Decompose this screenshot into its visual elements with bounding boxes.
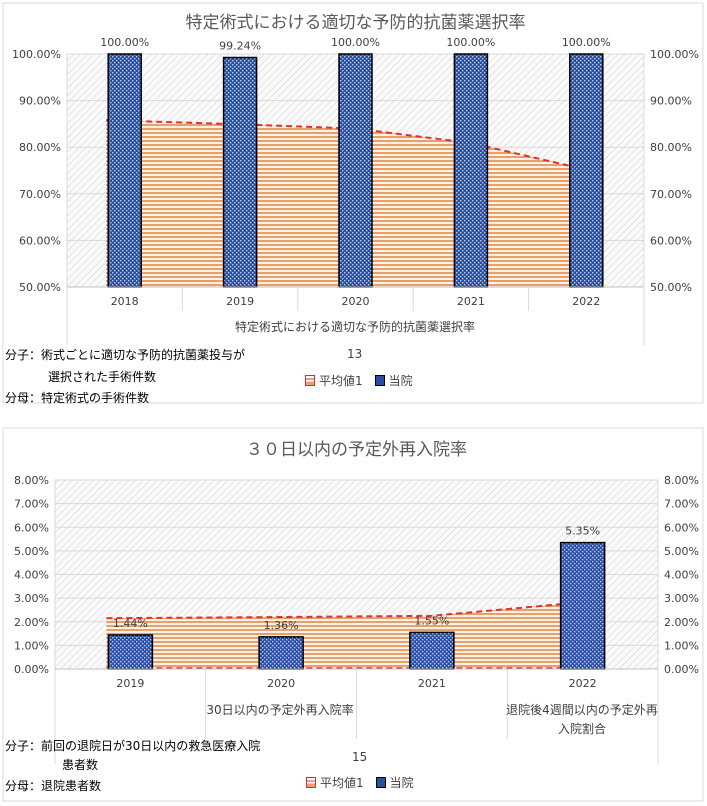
y-tick-right: 3.00% <box>664 592 699 605</box>
x-tick: 2022 <box>569 677 597 690</box>
y-tick-right: 1.00% <box>664 639 699 652</box>
antibiotic-chart: 特定術式における適切な予防的抗菌薬選択率 50.00% 50.00% 60.00% 60… <box>2 2 704 404</box>
y-tick-right: 4.00% <box>664 569 699 582</box>
chart-panel-antibiotic: 特定術式における適切な予防的抗菌薬選択率 50.00% 50.00% 60.00% 60… <box>2 2 704 405</box>
data-label: 1.44% <box>113 617 148 630</box>
x-tick: 2019 <box>116 677 144 690</box>
y-tick-right: 100.00% <box>650 48 699 61</box>
category-subtitle: 30日以内の予定外再入院率 <box>206 702 353 717</box>
y-tick-right: 0.00% <box>664 663 699 676</box>
y-tick-left: 100.00% <box>12 48 61 61</box>
y-tick-right: 7.00% <box>664 498 699 511</box>
denominator-note: 分母：特定術式の手術件数 <box>5 391 150 405</box>
y-tick-left: 1.00% <box>14 639 49 652</box>
bar <box>338 53 373 288</box>
bar <box>107 634 154 670</box>
bar <box>569 53 604 288</box>
y-tick-left: 60.00% <box>19 234 61 247</box>
data-label: 1.55% <box>414 614 449 627</box>
y-tick-right: 2.00% <box>664 616 699 629</box>
legend-bar-label: 当院 <box>389 776 414 790</box>
y-tick-left: 6.00% <box>14 521 49 534</box>
x-tick: 2019 <box>226 295 254 308</box>
average-line <box>106 603 563 620</box>
average-line <box>106 119 573 168</box>
category-subtitle-2b: 入院割合 <box>558 721 606 736</box>
denominator-note: 分母：退院患者数 <box>5 779 102 793</box>
numerator-note: 分子：術式ごとに適切な予防的抗菌薬投与が <box>5 348 246 362</box>
y-tick-right: 6.00% <box>664 521 699 534</box>
y-tick-left: 3.00% <box>14 592 49 605</box>
y-tick-right: 8.00% <box>664 474 699 487</box>
data-label: 100.00% <box>446 36 495 49</box>
bar <box>258 636 304 670</box>
legend-bar-label: 当院 <box>388 374 413 388</box>
y-tick-left: 5.00% <box>14 545 49 558</box>
y-tick-left: 80.00% <box>19 141 61 154</box>
y-tick-right: 5.00% <box>664 545 699 558</box>
data-label: 100.00% <box>562 36 611 49</box>
x-tick: 2020 <box>267 677 295 690</box>
y-tick-left: 7.00% <box>14 498 49 511</box>
legend-avg-label: 平均値1 <box>319 374 363 388</box>
numerator-note-cont: 患者数 <box>62 758 99 772</box>
legend-bar-swatch <box>375 777 386 788</box>
bar <box>222 56 258 288</box>
indicator-number: 13 <box>347 347 363 361</box>
numerator-note: 分子：前回の退院日が30日以内の救急医療入院 <box>5 739 261 753</box>
legend: 平均値1 当院 <box>306 774 414 791</box>
indicator-number: 15 <box>352 750 368 764</box>
x-tick: 2021 <box>418 677 446 690</box>
chart-panel-readmission: ３０日以内の予定外再入院率 0.00% 0.00% 1.00% 1.00% 2.00% 2.… <box>0 425 707 806</box>
bar <box>559 541 606 670</box>
data-label: 100.00% <box>331 36 380 49</box>
bar <box>453 53 489 288</box>
bar <box>409 631 455 670</box>
y-tick-left: 4.00% <box>14 569 49 582</box>
category-subtitle: 特定術式における適切な予防的抗菌薬選択率 <box>235 319 475 334</box>
x-tick: 2018 <box>111 295 139 308</box>
bar <box>107 53 142 288</box>
x-tick: 2022 <box>572 295 600 308</box>
data-label: 1.36% <box>264 619 299 632</box>
x-tick: 2021 <box>457 295 485 308</box>
chart-title: 特定術式における適切な予防的抗菌薬選択率 <box>186 13 526 33</box>
y-tick-left: 2.00% <box>14 616 49 629</box>
numerator-note-cont: 選択された手術件数 <box>48 370 157 384</box>
y-tick-left: 70.00% <box>19 188 61 201</box>
data-label: 5.35% <box>565 525 600 538</box>
x-tick: 2020 <box>342 295 370 308</box>
legend-bar-swatch <box>374 375 385 386</box>
legend-avg-swatch <box>306 777 316 788</box>
y-tick-left: 8.00% <box>14 474 49 487</box>
data-label: 100.00% <box>100 36 149 49</box>
y-tick-right: 60.00% <box>650 234 692 247</box>
y-tick-left: 90.00% <box>19 95 61 108</box>
legend-avg-label: 平均値1 <box>320 776 364 790</box>
category-subtitle-2: 退院後4週間以内の予定外再 <box>506 702 658 717</box>
legend: 平均値1 当院 <box>305 372 413 389</box>
y-tick-left: 50.00% <box>19 281 61 294</box>
data-label: 99.24% <box>219 40 261 53</box>
y-tick-right: 50.00% <box>650 281 692 294</box>
y-tick-right: 70.00% <box>650 188 692 201</box>
readmission-chart: ３０日以内の予定外再入院率 0.00% 0.00% 1.00% 1.00% 2.00% 2.… <box>2 427 704 802</box>
y-tick-right: 90.00% <box>650 95 692 108</box>
chart-title: ３０日以内の予定外再入院率 <box>246 440 467 460</box>
y-tick-right: 80.00% <box>650 141 692 154</box>
y-tick-left: 0.00% <box>14 663 49 676</box>
legend-avg-swatch <box>305 375 315 386</box>
